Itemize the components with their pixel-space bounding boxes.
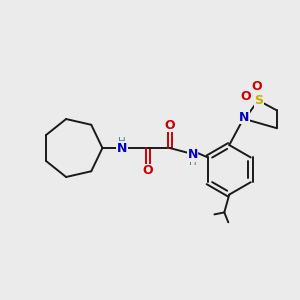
Text: H: H	[189, 157, 196, 167]
Text: H: H	[118, 137, 126, 147]
Text: O: O	[143, 164, 153, 177]
Text: N: N	[188, 148, 198, 161]
Text: N: N	[239, 111, 249, 124]
Text: O: O	[241, 90, 251, 103]
Text: O: O	[252, 80, 262, 93]
Text: O: O	[164, 119, 175, 132]
Text: S: S	[254, 94, 263, 107]
Text: N: N	[117, 142, 128, 154]
